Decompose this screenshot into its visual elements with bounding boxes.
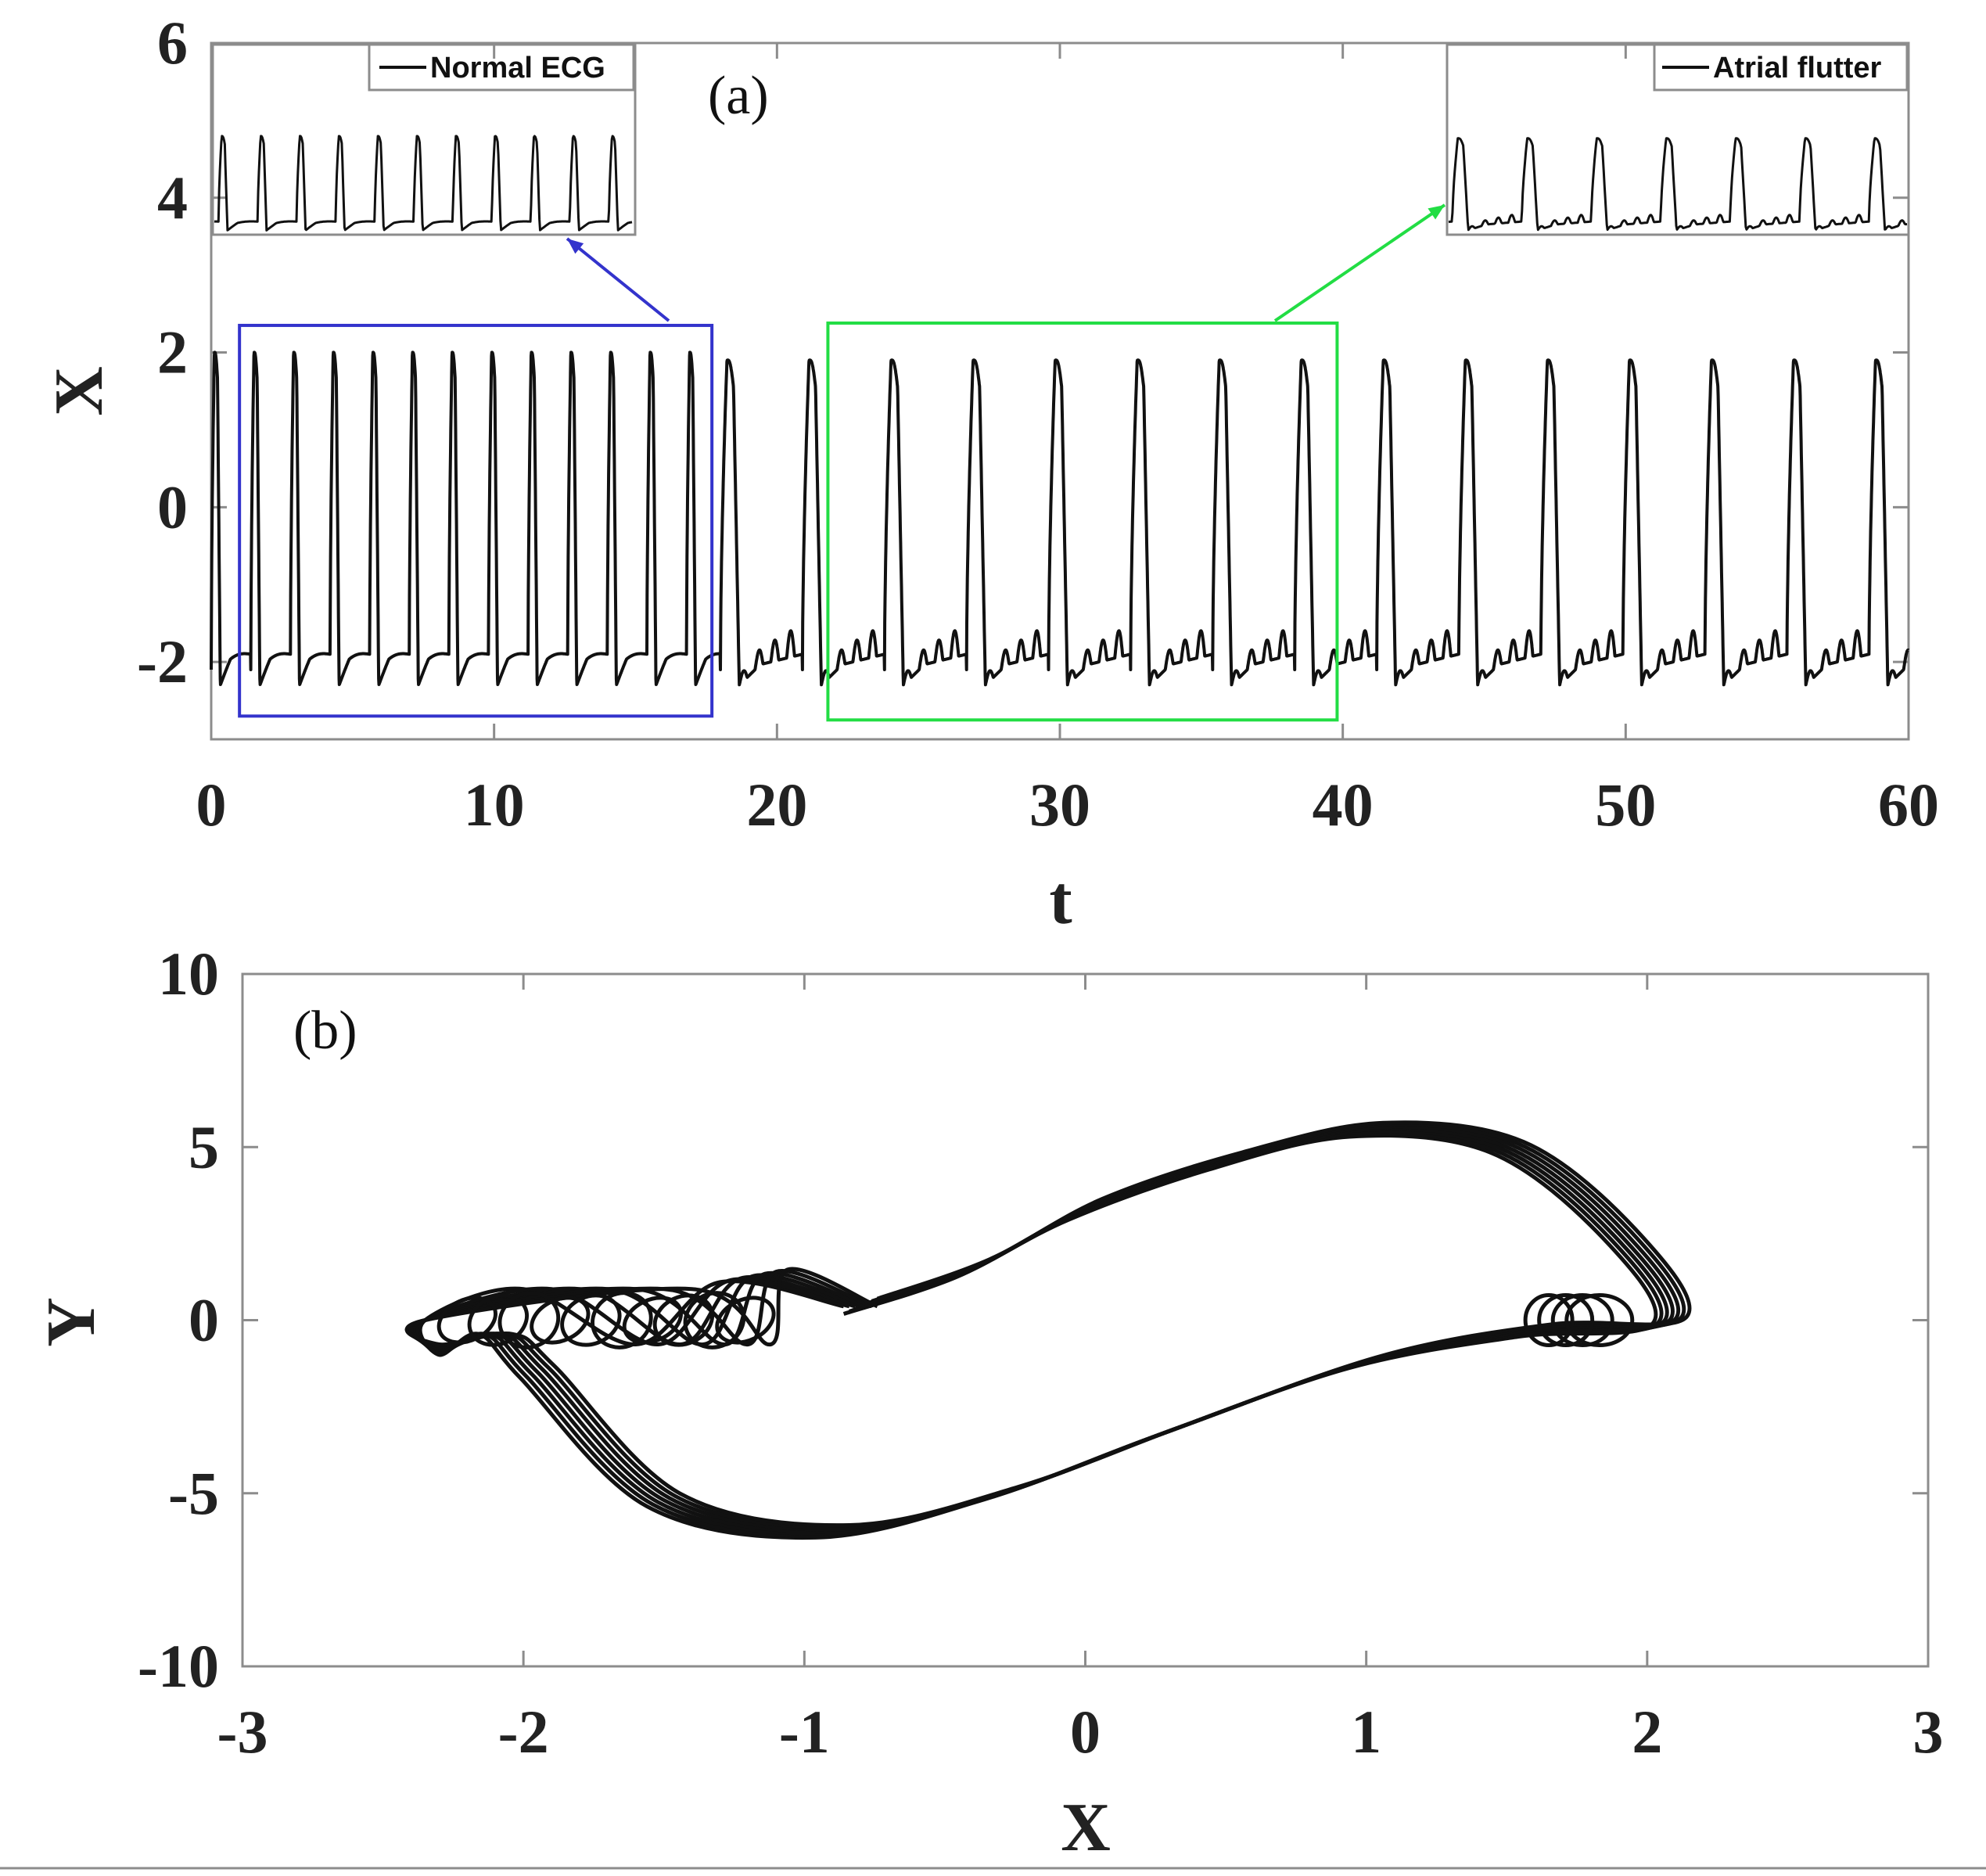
atrial-flutter-inset: Atrial flutter: [1446, 43, 1910, 236]
attractor-orbit: [404, 1120, 1692, 1528]
attractor-left-loop: [591, 1291, 653, 1349]
y-tick-label: 0: [157, 473, 188, 541]
normal-ecg-highlight-box: [238, 323, 714, 718]
x-tick-label: 20: [746, 771, 807, 839]
attractor-left-loop: [715, 1296, 776, 1345]
y-tick-label: 6: [157, 9, 188, 77]
y-tick-label: 5: [189, 1112, 219, 1181]
panel-a-ecg-signal-line: [210, 350, 1910, 687]
x-tick-label: 1: [1351, 1698, 1381, 1766]
x-tick-label: -3: [217, 1698, 268, 1766]
panel-b-label: (b): [293, 1001, 357, 1061]
y-tick-label: -2: [137, 627, 188, 695]
panel-a-x-axis-title: t: [1049, 863, 1072, 939]
y-tick-label: -10: [138, 1632, 219, 1700]
attractor-left-loop: [497, 1291, 561, 1349]
x-tick-label: 3: [1913, 1698, 1944, 1766]
x-tick-label: -2: [498, 1698, 549, 1766]
panel-b-y-axis-title: Y: [34, 1297, 110, 1347]
panel-b-x-tick-labels: -3 -2 -1 0 1 2 3: [217, 1698, 1944, 1766]
panel-a-time-series: -2 0 2 4 6 0 10 20 30 40 50 60 Normal ECG Atrial f…: [41, 9, 1939, 939]
atrial-flutter-legend-box: [1653, 43, 1909, 92]
atrial-flutter-legend-label: Atrial flutter: [1713, 52, 1882, 84]
panel-a-y-axis-title: X: [41, 366, 117, 416]
y-tick-label: 10: [158, 940, 219, 1008]
x-tick-label: 60: [1878, 771, 1939, 839]
y-tick-label: 2: [157, 318, 188, 386]
normal-ecg-inset-signal: [214, 135, 633, 232]
x-tick-label: 40: [1313, 771, 1374, 839]
attractor-right-loop: [1564, 1293, 1635, 1347]
panel-a-ticks: [210, 41, 1910, 739]
panel-a-y-tick-labels: -2 0 2 4 6: [137, 9, 188, 695]
normal-ecg-legend-label: Normal ECG: [430, 52, 605, 84]
panel-b-y-tick-labels: -10 -5 0 5 10: [138, 940, 219, 1700]
panel-a-label: (a): [708, 66, 769, 126]
x-tick-label: 30: [1029, 771, 1090, 839]
x-tick-label: 2: [1632, 1698, 1662, 1766]
normal-ecg-inset: Normal ECG: [211, 43, 637, 236]
atrial-flutter-highlight-box: [826, 321, 1339, 722]
x-tick-label: -1: [779, 1698, 830, 1766]
attractor-right-loop: [1537, 1293, 1595, 1347]
y-tick-label: -5: [168, 1459, 219, 1527]
panel-a-plot-frame: [210, 41, 1910, 741]
attractor-left-loop: [683, 1291, 746, 1349]
x-tick-label: 10: [464, 771, 525, 839]
panel-b-attractor-trajectory: [404, 1120, 1692, 1540]
panel-a-x-tick-labels: 0 10 20 30 40 50 60: [196, 771, 1940, 839]
normal-ecg-zoom-arrow: [566, 237, 670, 322]
attractor-right-loop: [1523, 1293, 1575, 1347]
normal-ecg-legend-box: [368, 43, 635, 92]
atrial-flutter-zoom-arrow: [1273, 203, 1446, 322]
atrial-flutter-inset-signal: [1448, 137, 1908, 232]
y-tick-label: 4: [157, 164, 188, 232]
panel-b-x-axis-title: X: [1061, 1790, 1111, 1866]
x-tick-label: 0: [1070, 1698, 1101, 1766]
panel-b-ticks: [241, 972, 1930, 1668]
y-tick-label: 0: [189, 1286, 219, 1354]
x-tick-label: 50: [1595, 771, 1656, 839]
attractor-right-loop: [1550, 1293, 1614, 1347]
x-tick-label: 0: [196, 771, 227, 839]
